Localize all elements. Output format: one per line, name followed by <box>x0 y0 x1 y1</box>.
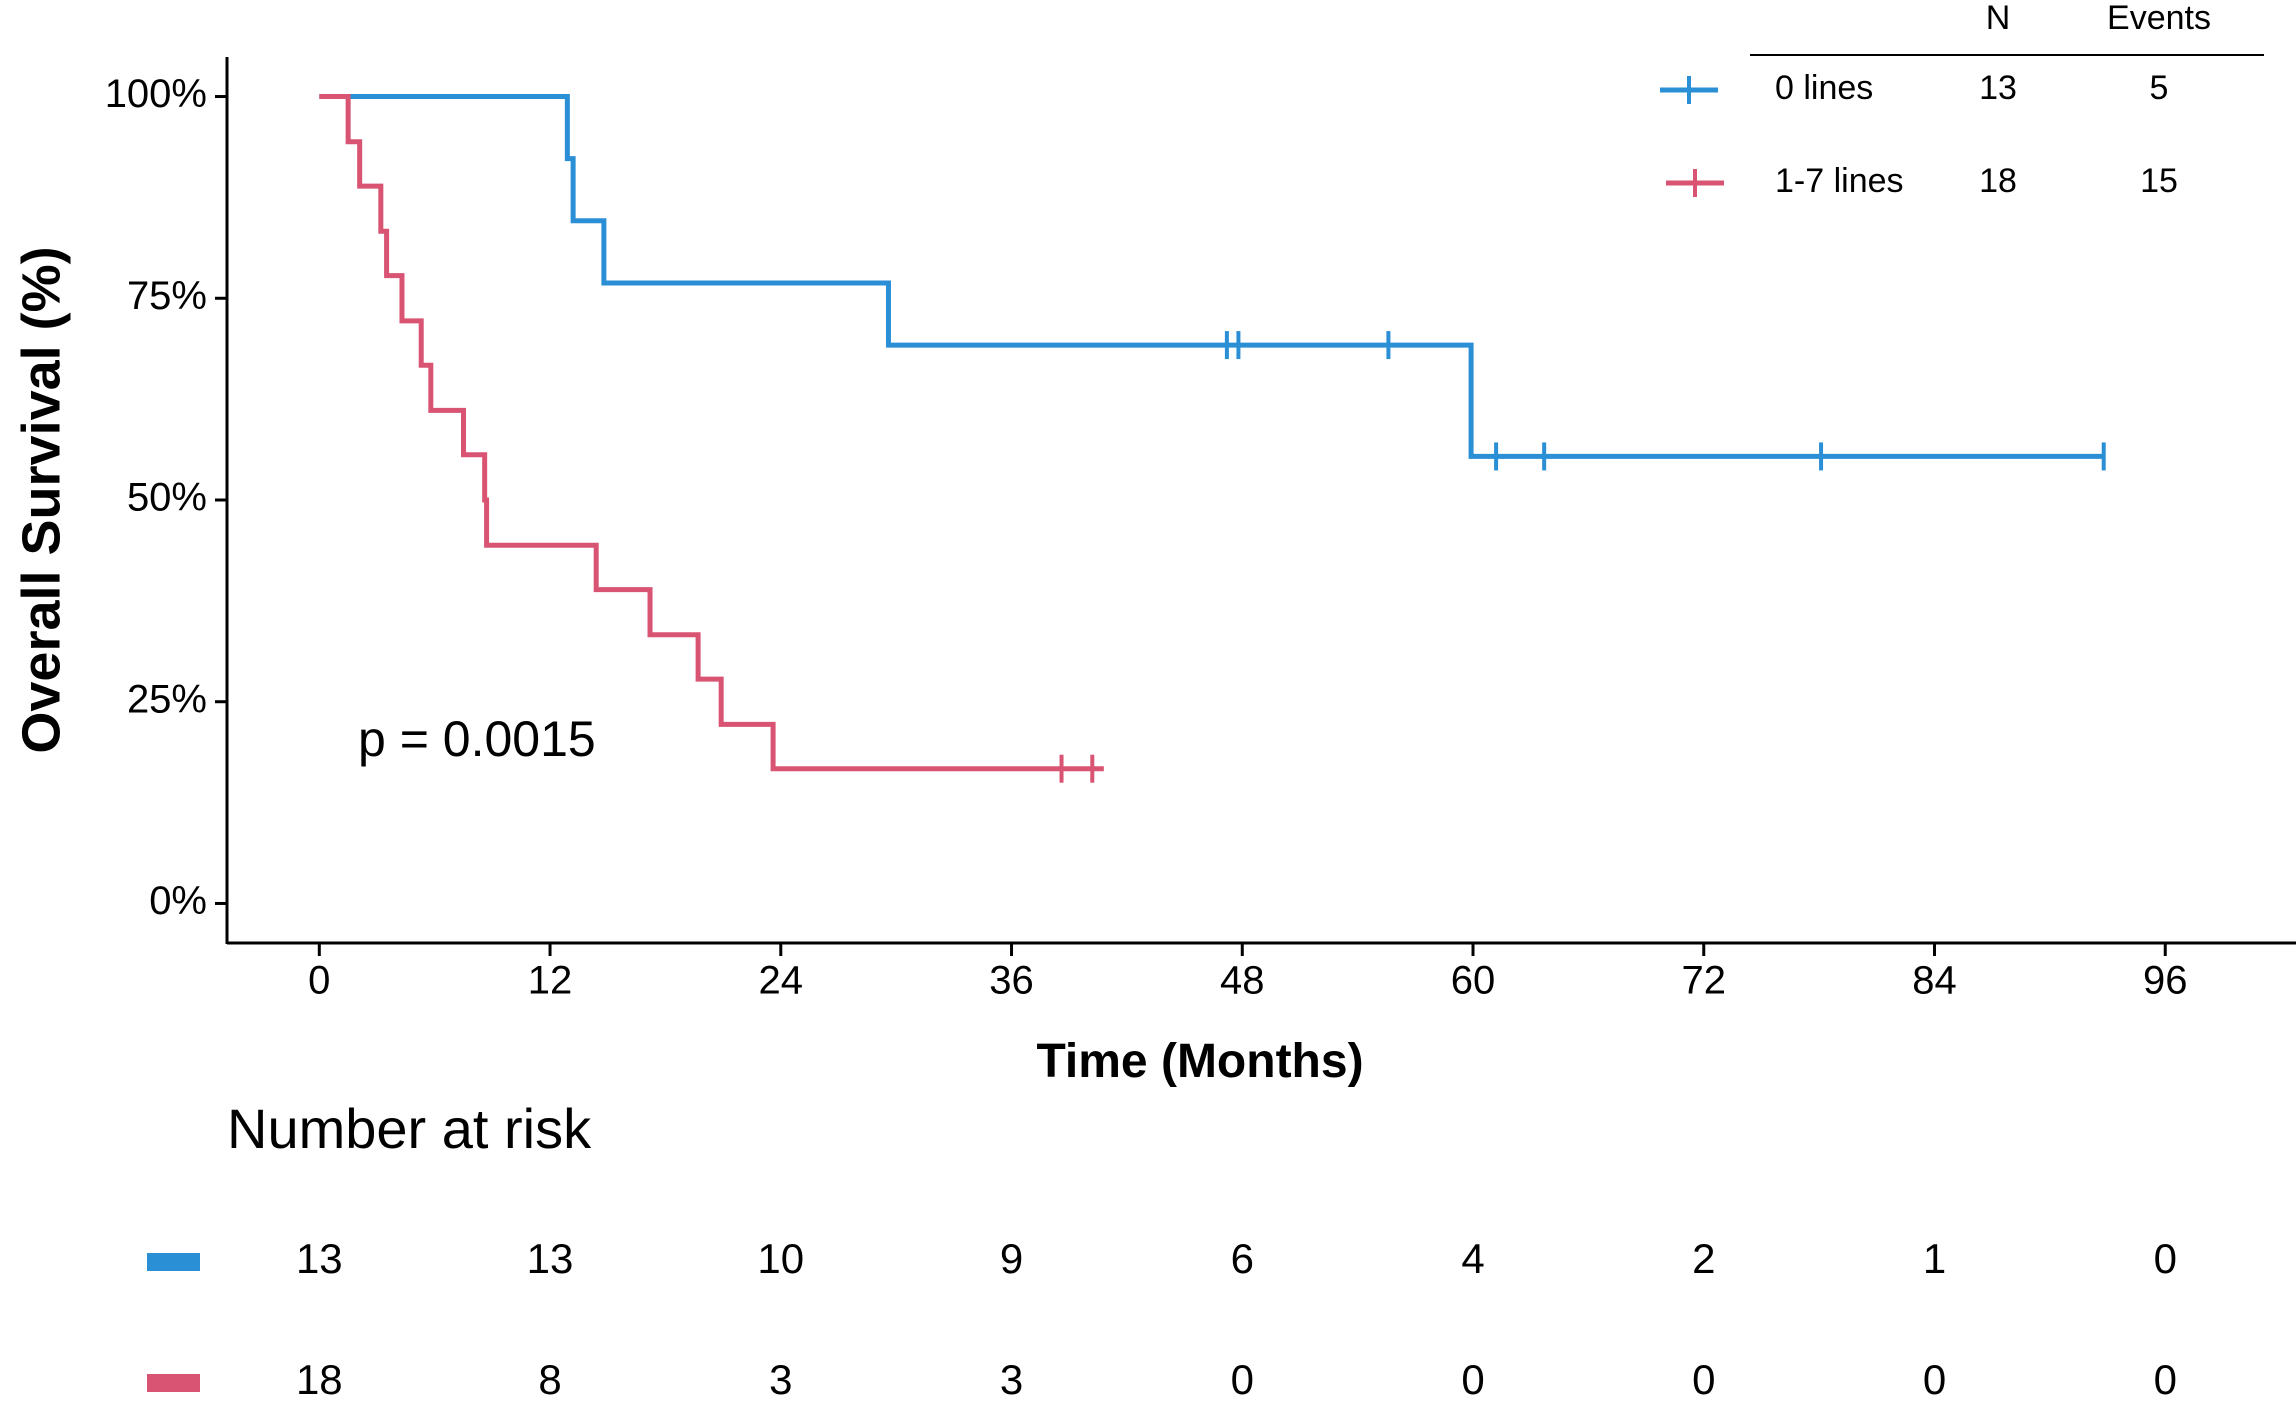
series-1-7-lines <box>319 94 1104 783</box>
risk-value: 0 <box>2154 1235 2177 1282</box>
risk-value: 1 <box>1923 1235 1946 1282</box>
risk-value: 3 <box>769 1356 792 1403</box>
risk-value: 0 <box>1231 1356 1254 1403</box>
x-tick-label: 96 <box>2143 959 2188 1003</box>
p-value-label: p = 0.0015 <box>358 711 596 767</box>
legend-n-1-7-lines: 18 <box>1979 162 2017 200</box>
risk-value: 0 <box>1461 1356 1484 1403</box>
legend-events-0-lines: 5 <box>2150 69 2169 107</box>
risk-value: 13 <box>296 1235 343 1282</box>
x-axis-label: Time (Months) <box>1036 1035 1363 1088</box>
survival-curves <box>319 94 2106 783</box>
y-axis-label: Overall Survival (%) <box>11 246 71 753</box>
survival-curve-0-lines <box>319 94 2104 459</box>
survival-curve-1-7-lines <box>319 94 1104 772</box>
risk-row-swatch-0-lines <box>147 1253 200 1271</box>
risk-value: 6 <box>1231 1235 1254 1282</box>
y-tick-label: 50% <box>127 476 207 520</box>
risk-value: 0 <box>1692 1356 1715 1403</box>
y-ticks: 0% 25% 50% 75% 100% <box>105 72 227 923</box>
x-tick-label: 72 <box>1682 959 1727 1003</box>
risk-value: 8 <box>538 1356 561 1403</box>
x-tick-label: 48 <box>1220 959 1265 1003</box>
x-tick-label: 24 <box>759 959 804 1003</box>
risk-value: 10 <box>757 1235 804 1282</box>
risk-value: 18 <box>296 1356 343 1403</box>
x-tick-label: 0 <box>308 959 330 1003</box>
x-tick-label: 84 <box>1912 959 1957 1003</box>
y-tick-label: 75% <box>127 274 207 318</box>
risk-value: 9 <box>1000 1235 1023 1282</box>
risk-value: 0 <box>1923 1356 1946 1403</box>
risk-value: 2 <box>1692 1235 1715 1282</box>
risk-value: 4 <box>1461 1235 1484 1282</box>
legend-header-events: Events <box>2107 0 2211 37</box>
x-ticks: 0 12 24 36 48 60 72 84 96 <box>308 943 2187 1003</box>
risk-value: 0 <box>2154 1356 2177 1403</box>
risk-row-swatch-1-7-lines <box>147 1374 200 1392</box>
risk-table-title: Number at risk <box>227 1097 592 1160</box>
y-tick-label: 100% <box>105 72 207 116</box>
legend-label-1-7-lines: 1-7 lines <box>1775 162 1904 200</box>
y-tick-label: 0% <box>149 879 207 923</box>
legend-n-0-lines: 13 <box>1979 69 2017 107</box>
legend-events-1-7-lines: 15 <box>2140 162 2178 200</box>
legend: N Events 0 lines 13 5 1-7 lines 18 15 <box>1660 0 2264 200</box>
y-tick-label: 25% <box>127 677 207 721</box>
series-0-lines <box>319 94 2106 471</box>
x-tick-label: 36 <box>989 959 1034 1003</box>
x-tick-label: 60 <box>1451 959 1496 1003</box>
x-tick-label: 12 <box>528 959 573 1003</box>
risk-table: 13 13 10 9 6 4 2 1 018 8 3 3 0 0 0 0 0 <box>147 1235 2177 1403</box>
risk-value: 3 <box>1000 1356 1023 1403</box>
risk-value: 13 <box>527 1235 574 1282</box>
legend-header-n: N <box>1986 0 2011 37</box>
legend-label-0-lines: 0 lines <box>1775 69 1873 107</box>
